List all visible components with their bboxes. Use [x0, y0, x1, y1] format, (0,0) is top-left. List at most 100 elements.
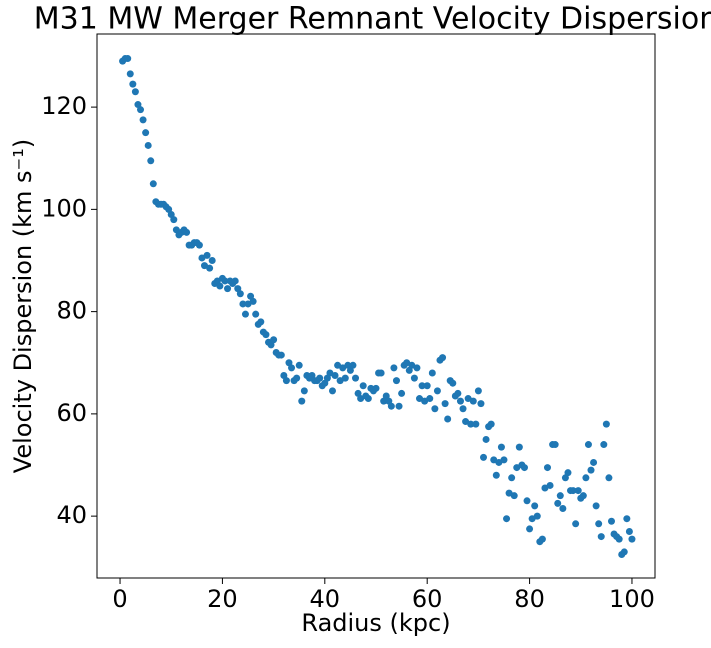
- point: [387, 402, 395, 410]
- point: [392, 377, 400, 385]
- point: [270, 336, 278, 344]
- point: [508, 474, 516, 482]
- point: [418, 382, 426, 390]
- point: [129, 80, 137, 88]
- point: [579, 492, 587, 500]
- point: [252, 310, 260, 318]
- point: [564, 469, 572, 477]
- point: [556, 492, 564, 500]
- point: [364, 395, 372, 403]
- point: [587, 466, 595, 474]
- point: [520, 464, 528, 472]
- point: [352, 374, 360, 382]
- point: [328, 387, 336, 395]
- point: [590, 458, 598, 466]
- point: [398, 389, 406, 397]
- point: [602, 420, 610, 428]
- point: [206, 264, 214, 272]
- point: [628, 535, 636, 543]
- x-axis-label: Radius (kpc): [301, 609, 450, 637]
- point: [474, 387, 482, 395]
- point: [526, 525, 534, 533]
- point: [480, 453, 488, 461]
- chart-title: M31 MW Merger Remnant Velocity Dispersio…: [34, 2, 711, 37]
- point: [569, 487, 577, 495]
- point: [262, 331, 270, 339]
- point: [231, 277, 239, 285]
- point: [582, 474, 590, 482]
- point: [203, 251, 211, 259]
- point: [574, 487, 582, 495]
- point: [503, 515, 511, 523]
- point: [124, 55, 132, 63]
- point: [126, 70, 134, 78]
- point: [595, 520, 603, 528]
- point: [554, 499, 562, 507]
- point: [428, 369, 436, 377]
- point: [221, 277, 229, 285]
- point: [139, 116, 147, 124]
- point: [510, 492, 518, 500]
- point: [431, 405, 439, 413]
- y-tick-label: 120: [41, 92, 87, 120]
- point: [543, 464, 551, 472]
- point: [277, 351, 285, 359]
- point: [413, 364, 421, 372]
- point: [597, 533, 605, 541]
- x-tick-label: 100: [609, 585, 655, 613]
- point: [293, 374, 301, 382]
- point: [316, 374, 324, 382]
- point: [467, 420, 475, 428]
- x-tick-label: 60: [412, 585, 443, 613]
- point: [137, 106, 145, 114]
- point: [515, 443, 523, 451]
- y-axis-label: Velocity Dispersion (km s⁻¹): [9, 139, 37, 473]
- point: [395, 402, 403, 410]
- point: [295, 361, 303, 369]
- point: [454, 389, 462, 397]
- point: [410, 374, 418, 382]
- point: [372, 384, 380, 392]
- point: [224, 285, 232, 293]
- x-tick-label: 20: [207, 585, 238, 613]
- point: [559, 504, 567, 512]
- plot-frame: [96, 33, 656, 579]
- x-tick-label: 0: [112, 585, 127, 613]
- point: [482, 435, 490, 443]
- x-tick-label: 80: [514, 585, 545, 613]
- point: [620, 548, 628, 556]
- point: [144, 141, 152, 149]
- y-tick-label: 60: [56, 399, 87, 427]
- point: [377, 369, 385, 377]
- point: [423, 382, 431, 390]
- point: [239, 300, 247, 308]
- point: [500, 456, 508, 464]
- point: [183, 228, 191, 236]
- point: [331, 372, 339, 380]
- point: [149, 180, 157, 188]
- point: [615, 535, 623, 543]
- point: [441, 400, 449, 408]
- point: [241, 310, 249, 318]
- point: [546, 481, 554, 489]
- point: [236, 290, 244, 298]
- point: [459, 405, 467, 413]
- point: [607, 517, 615, 525]
- point: [216, 282, 224, 290]
- point: [623, 515, 631, 523]
- point: [572, 520, 580, 528]
- point: [456, 397, 464, 405]
- point: [359, 382, 367, 390]
- point: [584, 441, 592, 449]
- point: [282, 377, 290, 385]
- point: [257, 318, 265, 326]
- point: [538, 535, 546, 543]
- point: [433, 387, 441, 395]
- point: [300, 387, 308, 395]
- point: [592, 502, 600, 510]
- point: [439, 354, 447, 362]
- point: [426, 395, 434, 403]
- y-tick-label: 100: [41, 194, 87, 222]
